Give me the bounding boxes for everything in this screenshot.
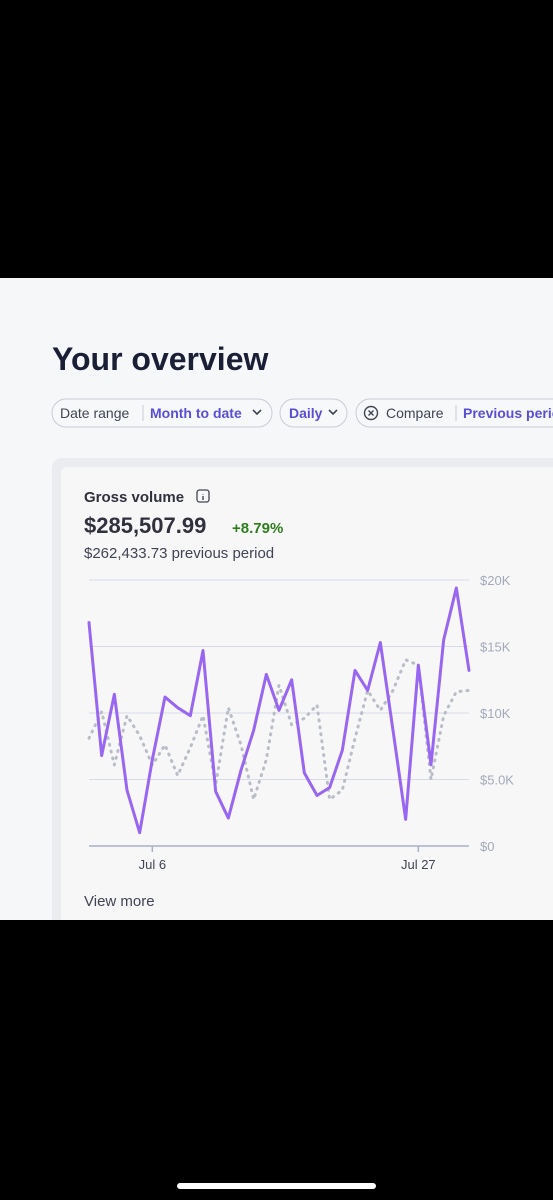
chip [51,398,273,428]
y-tick-label: $20K [480,573,511,588]
clear-icon[interactable] [363,405,379,421]
chip-value: Month to date [150,405,242,421]
chevron [252,409,262,416]
chip [279,398,348,428]
change: +8.79% [232,520,283,537]
view-more[interactable]: View more [84,893,155,910]
y-tick-label: $10K [480,706,511,721]
amount: $285,507.99 [84,513,206,538]
x-tick-label: Jul 27 [401,857,436,872]
y-tick-label: $15K [480,640,511,655]
chip-value: Previous period [463,405,553,421]
filter-interval[interactable]: Daily [279,398,348,428]
x-tick-label: Jul 6 [139,857,166,872]
info-icon[interactable] [196,489,210,503]
home-indicator [177,1183,376,1189]
filter-compare[interactable]: Compare Previous period [355,398,553,428]
chip-label: Compare [386,405,444,421]
bottom-area [0,920,553,1200]
previous-amount: $262,433.73 previous period [84,545,274,562]
card-title: Gross volume [84,489,184,506]
chevron [328,409,338,416]
y-tick-label: $0 [480,839,494,854]
filter-date-range[interactable]: Date range Month to date [51,398,273,428]
y-tick-label: $5.0K [480,773,514,788]
chip-label: Date range [60,405,129,421]
page-title: Your overview [52,341,268,377]
chip-value: Daily [289,405,323,421]
card [61,467,553,937]
chip [355,398,553,428]
clear-icon-x [368,410,374,416]
chart: $0 $5.0K $10K $15K $20K Jul 6 Jul 27 [87,573,514,872]
series-line [87,586,471,835]
